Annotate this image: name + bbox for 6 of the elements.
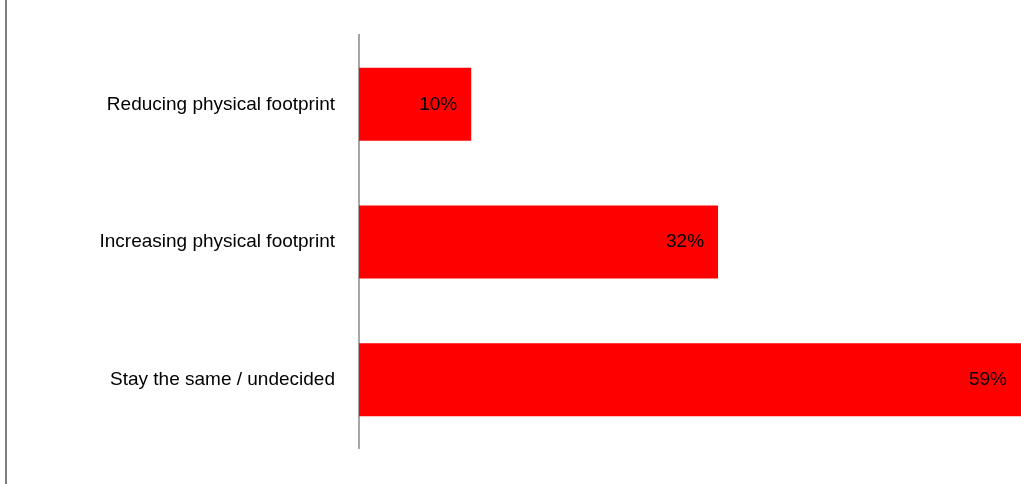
y-tick-label: Stay the same / undecided bbox=[110, 367, 335, 389]
data-label: 10% bbox=[419, 92, 458, 114]
data-label: 59% bbox=[968, 367, 1008, 389]
y-tick-label: Reducing physical footprint bbox=[106, 92, 336, 114]
y-tick-label: Increasing physical footprint bbox=[99, 230, 336, 252]
data-label: 32% bbox=[666, 230, 705, 252]
